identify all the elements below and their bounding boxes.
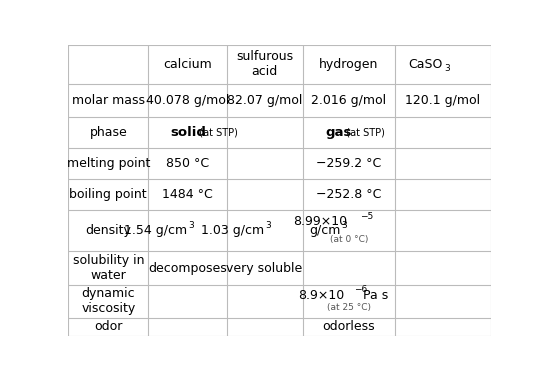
Text: phase: phase xyxy=(89,126,127,139)
Text: odor: odor xyxy=(94,320,123,333)
Text: 8.9×10: 8.9×10 xyxy=(298,289,344,302)
Text: 1484 °C: 1484 °C xyxy=(162,188,213,201)
Text: 1.03 g/cm: 1.03 g/cm xyxy=(202,224,264,238)
Text: odorless: odorless xyxy=(323,320,376,333)
Text: (at STP): (at STP) xyxy=(192,128,238,138)
Text: density: density xyxy=(86,224,131,238)
Text: 8.99×10: 8.99×10 xyxy=(293,215,347,228)
Text: calcium: calcium xyxy=(163,58,212,71)
Text: 3: 3 xyxy=(444,64,450,73)
Text: 3: 3 xyxy=(265,221,271,230)
Text: g/cm: g/cm xyxy=(309,224,341,238)
Text: dynamic
viscosity: dynamic viscosity xyxy=(81,287,135,316)
Text: 850 °C: 850 °C xyxy=(166,157,209,170)
Text: (at 0 °C): (at 0 °C) xyxy=(330,235,368,244)
Text: solid: solid xyxy=(171,126,207,139)
Text: 3: 3 xyxy=(341,221,347,230)
Text: −6: −6 xyxy=(354,285,367,294)
Text: CaSO: CaSO xyxy=(409,58,443,71)
Text: Pa s: Pa s xyxy=(359,289,388,302)
Text: 1.54 g/cm: 1.54 g/cm xyxy=(124,224,187,238)
Text: sulfurous
acid: sulfurous acid xyxy=(236,51,293,78)
Text: (at STP): (at STP) xyxy=(340,128,385,138)
Text: −5: −5 xyxy=(360,211,373,221)
Text: (at 25 °C): (at 25 °C) xyxy=(327,303,371,312)
Text: very soluble: very soluble xyxy=(226,262,302,274)
Text: 40.078 g/mol: 40.078 g/mol xyxy=(146,94,229,107)
Text: 3: 3 xyxy=(188,221,193,230)
Text: 120.1 g/mol: 120.1 g/mol xyxy=(405,94,481,107)
Text: decomposes: decomposes xyxy=(148,262,227,274)
Text: 2.016 g/mol: 2.016 g/mol xyxy=(311,94,386,107)
Text: hydrogen: hydrogen xyxy=(319,58,379,71)
Text: melting point: melting point xyxy=(66,157,150,170)
Text: molar mass: molar mass xyxy=(72,94,145,107)
Text: boiling point: boiling point xyxy=(69,188,147,201)
Text: −259.2 °C: −259.2 °C xyxy=(317,157,382,170)
Text: −252.8 °C: −252.8 °C xyxy=(316,188,381,201)
Text: 82.07 g/mol: 82.07 g/mol xyxy=(227,94,302,107)
Text: solubility in
water: solubility in water xyxy=(72,254,144,282)
Text: gas: gas xyxy=(326,126,352,139)
